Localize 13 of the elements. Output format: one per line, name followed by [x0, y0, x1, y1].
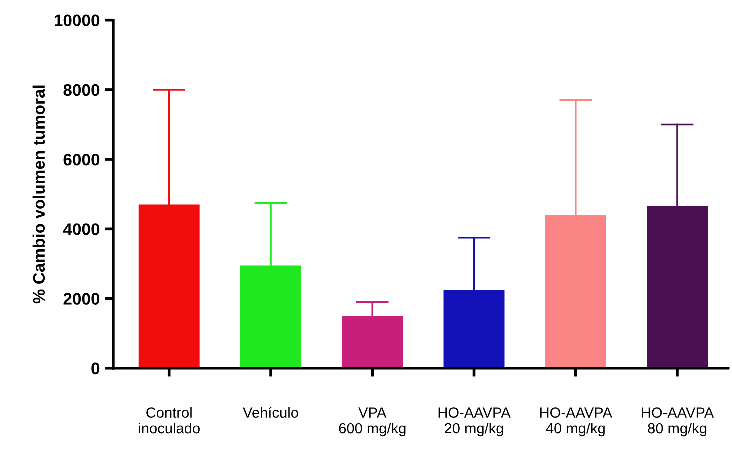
x-tick-label: Vehículo — [243, 407, 298, 418]
y-tick-label: 0 — [92, 362, 100, 375]
x-tick-label: VPA 600 mg/kg — [339, 408, 406, 437]
y-tick-label: 4000 — [63, 224, 100, 236]
x-tick-label: HO-AAVPA 40 mg/kg — [540, 408, 612, 437]
y-tick-label: 10000 — [54, 14, 100, 27]
y-tick-label: 6000 — [64, 154, 100, 166]
y-tick-label: 8000 — [64, 84, 100, 96]
x-tick-label: Control inoculado — [139, 407, 200, 434]
y-tick-label: 2000 — [64, 293, 100, 305]
x-tick-label: HO-AAVPA 20 mg/kg — [438, 408, 511, 437]
y-axis-title: % Cambio volumen tumoral — [32, 86, 46, 304]
x-tick-label: HO-AAVPA 80 mg/kg — [642, 408, 714, 437]
